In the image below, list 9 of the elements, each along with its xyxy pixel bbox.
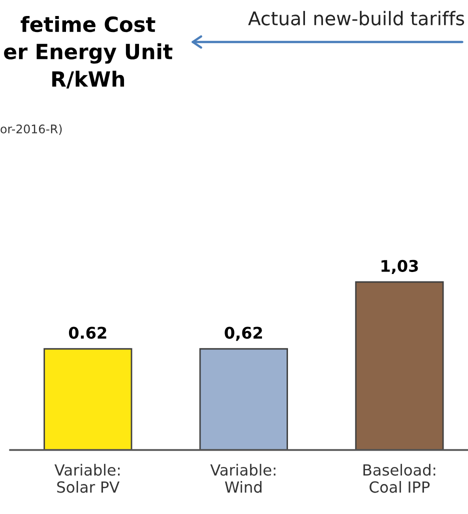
x-tick-label: Variable: Wind	[210, 464, 276, 493]
chart-subtitle: or-2016-R)	[0, 124, 62, 135]
chart-title: fetime Cost er Energy Unit R/kWh	[4, 16, 172, 88]
x-tick-label: Baseload: Coal IPP	[363, 464, 436, 493]
text: Actual new-build tariffs	[248, 10, 464, 26]
data-label: 0,62	[224, 326, 262, 341]
data-label: 1,03	[382, 260, 418, 274]
data-label: 0.62	[68, 326, 106, 339]
x-tick-label: Variable: Solar PV	[54, 464, 120, 493]
